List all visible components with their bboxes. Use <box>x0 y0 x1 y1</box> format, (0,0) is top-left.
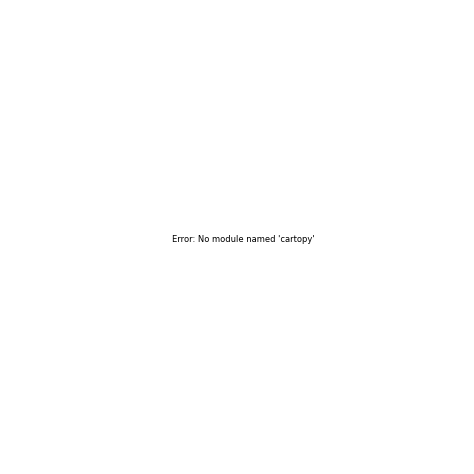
Text: Error: No module named 'cartopy': Error: No module named 'cartopy' <box>172 235 314 244</box>
